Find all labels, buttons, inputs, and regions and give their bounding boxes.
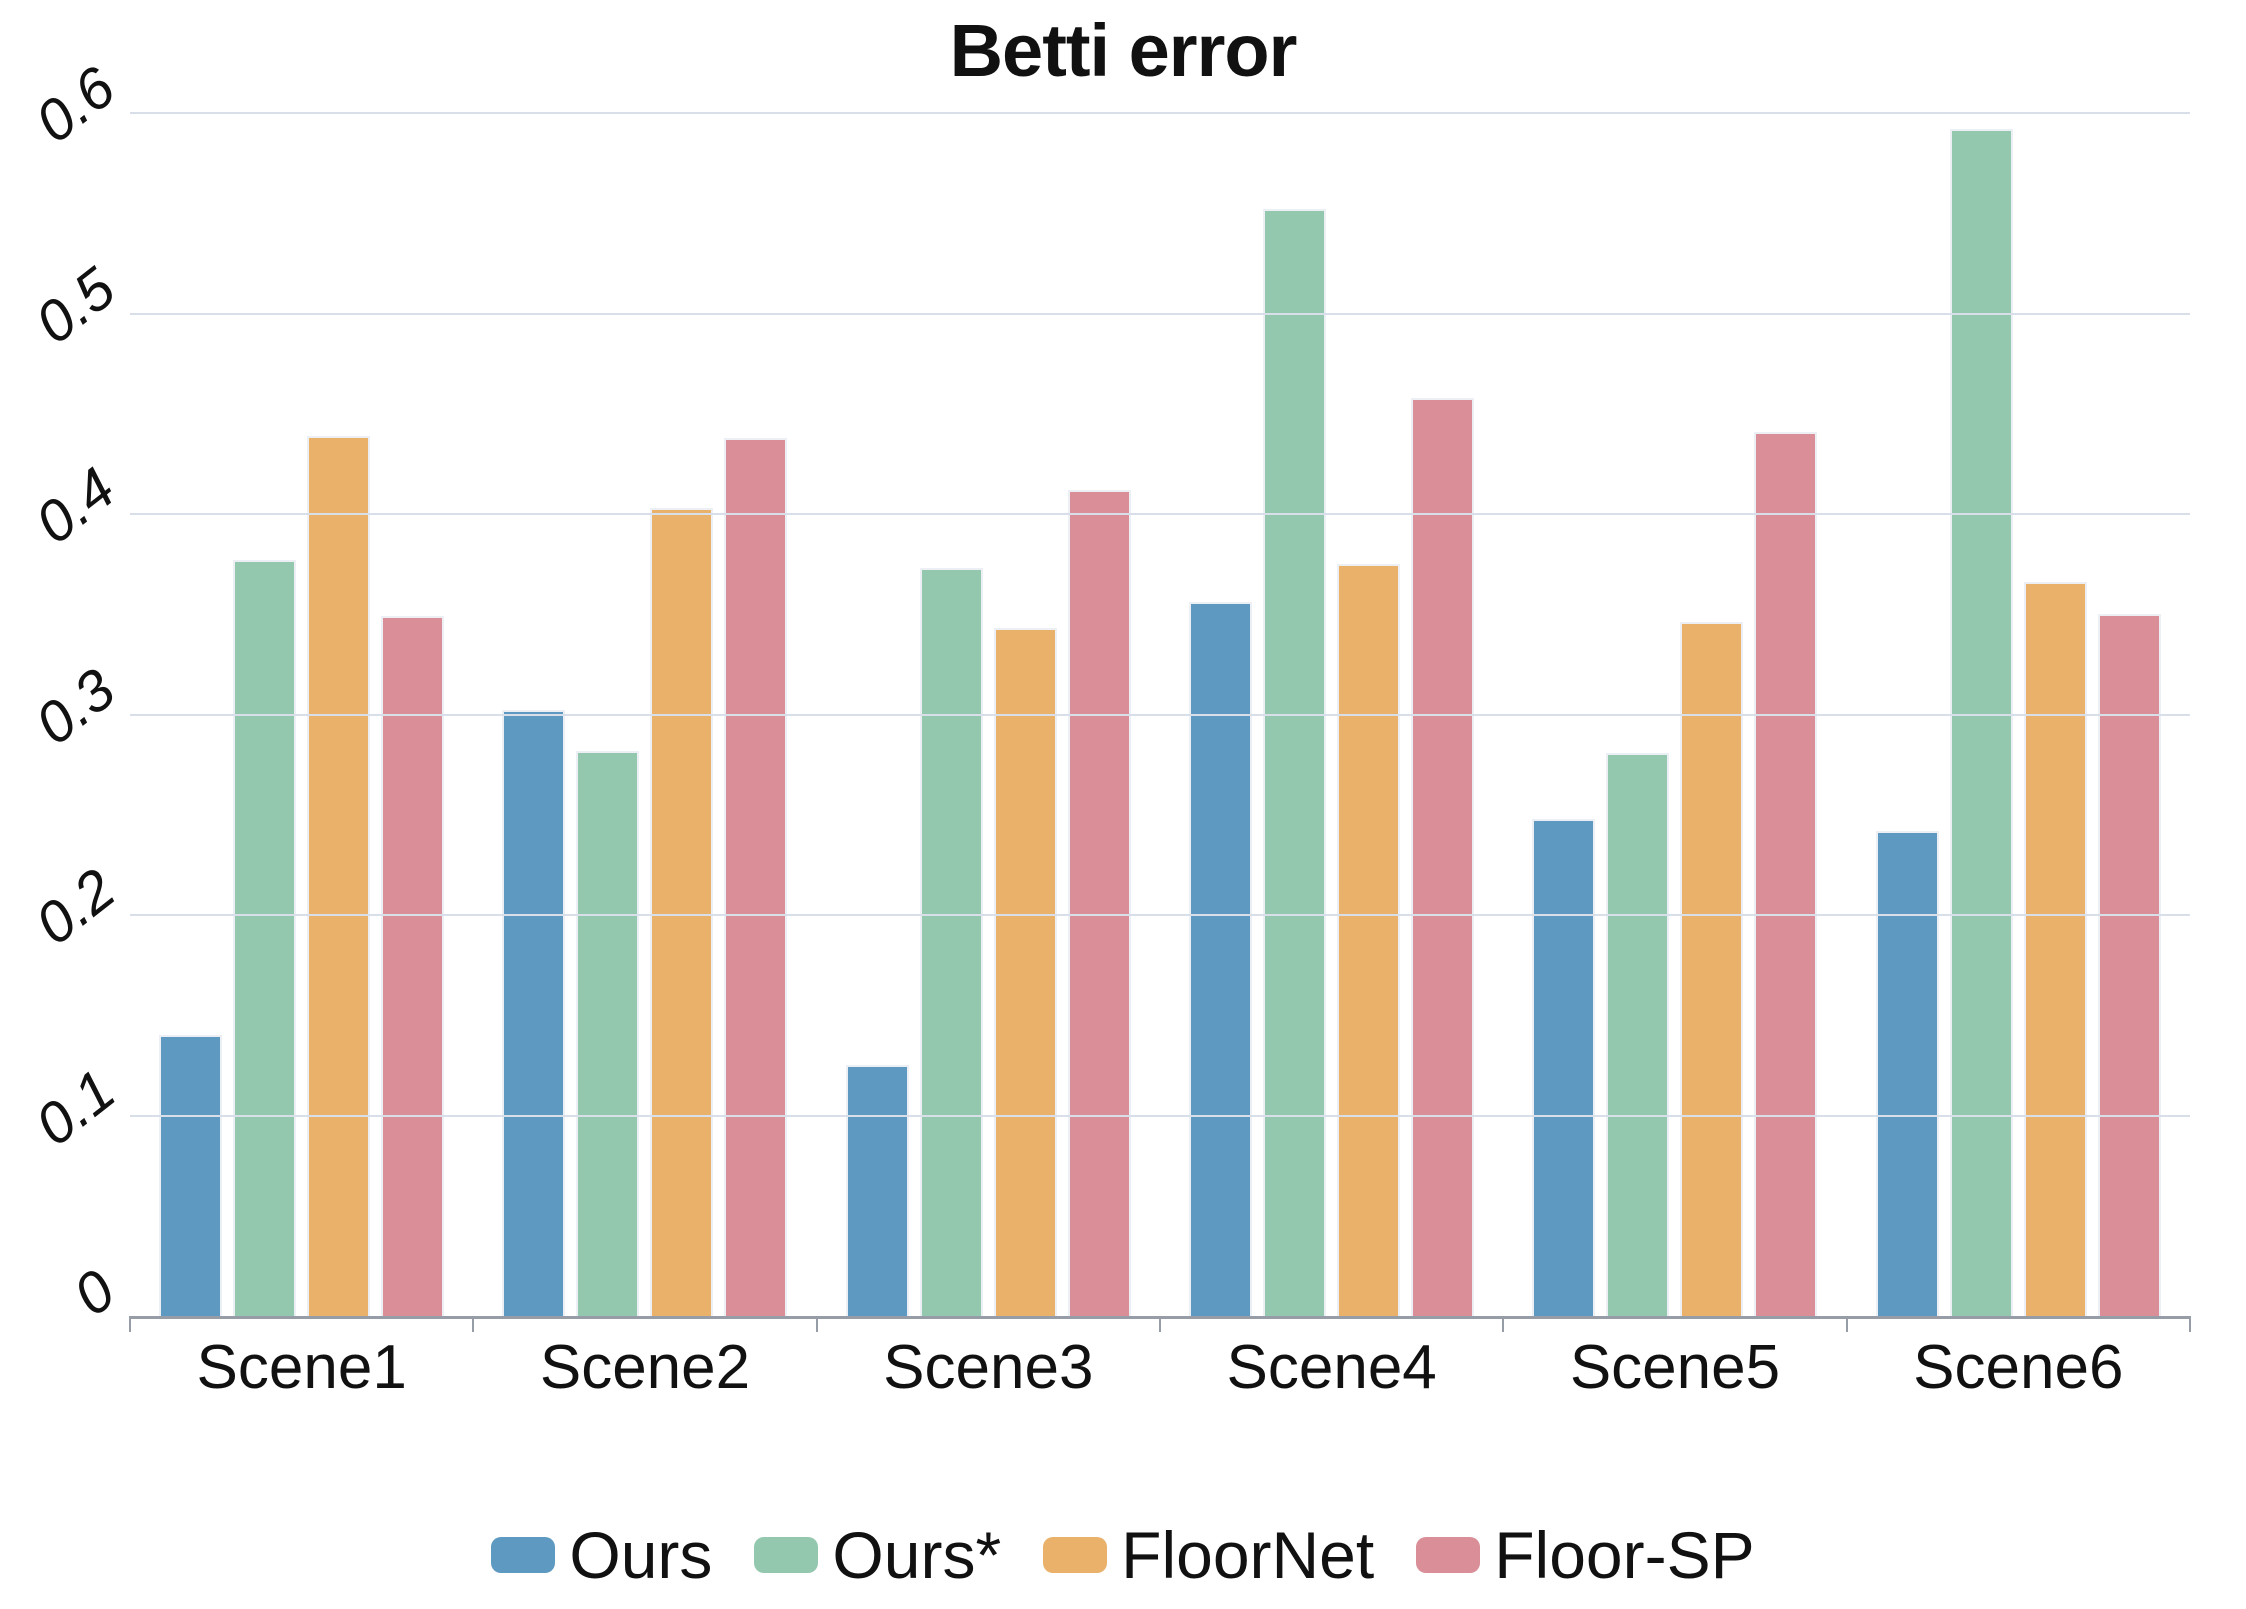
group-scene4 [1160,113,1503,1316]
axis-tick [1845,1316,1848,1332]
y-tick-label-0.2: 0.2 [23,856,128,958]
bar-ours-scene4 [1263,209,1327,1316]
legend-label-floornet: FloorNet [1121,1518,1375,1592]
gridline-0.2 [130,914,2190,916]
bar-ours-scene4 [1189,602,1253,1316]
bar-floornet-scene2 [650,508,714,1316]
x-label-scene2: Scene2 [539,1333,751,1402]
chart-title: Betti error [949,9,1298,92]
y-tick-label-0.5: 0.5 [23,254,128,356]
legend-swatch-floor-sp [1416,1537,1481,1573]
bar-ours-scene3 [919,568,983,1316]
bar-floor-sp-scene5 [1754,432,1818,1316]
legend-swatch-ours [754,1537,819,1573]
x-label-scene5: Scene5 [1569,1333,1781,1402]
gridline-0.5 [130,312,2190,315]
legend: Ours Ours* FloorNet Floor-SP [0,1505,2246,1605]
x-label-scene4: Scene4 [1226,1333,1437,1402]
legend-item-ours: Ours* [754,1517,1001,1593]
x-label-scene1: Scene1 [196,1333,407,1402]
bar-floor-sp-scene2 [724,438,788,1316]
group-scene5 [1503,113,1846,1316]
bar-ours-scene5 [1532,819,1596,1316]
bar-ours-scene6 [1949,129,2013,1316]
gridline-0.4 [130,513,2190,515]
gridline-0.1 [130,1114,2190,1117]
bar-floornet-scene3 [993,628,1057,1316]
bar-floor-sp-scene6 [2097,614,2161,1316]
bar-ours-scene3 [845,1065,909,1316]
legend-label-ours: Ours [569,1518,713,1592]
group-scene2 [473,113,816,1316]
bar-groups [130,113,2190,1316]
plot-area [130,112,2190,1319]
axis-tick [2189,1316,2191,1332]
axis-tick [1159,1316,1161,1332]
bar-ours-scene1 [233,560,297,1316]
axis-tick [472,1316,475,1332]
bar-floor-sp-scene3 [1067,490,1131,1316]
y-tick-label-0: 0 [61,1257,128,1329]
legend-swatch-floornet [1043,1537,1108,1573]
gridline-0.3 [130,713,2190,716]
group-scene6 [1847,113,2190,1316]
x-label-scene3: Scene3 [883,1333,1094,1402]
bar-ours-scene1 [159,1035,223,1316]
bar-floor-sp-scene4 [1411,398,1475,1316]
bar-floornet-scene6 [2023,582,2087,1316]
bar-ours-scene5 [1606,753,1670,1316]
legend-label-floor-sp: Floor-SP [1494,1518,1755,1592]
legend-item-floor-sp: Floor-SP [1416,1517,1755,1593]
bar-ours-scene2 [502,710,566,1316]
y-tick-label-0.4: 0.4 [23,455,128,557]
axis-tick [1502,1316,1505,1332]
legend-label-ours: Ours* [832,1518,1002,1592]
bar-floornet-scene4 [1337,564,1401,1316]
group-scene1 [130,113,473,1316]
bar-floornet-scene5 [1680,622,1744,1316]
legend-item-floornet: FloorNet [1043,1517,1374,1593]
legend-item-ours: Ours [491,1517,712,1593]
y-tick-label-0.3: 0.3 [23,655,128,757]
legend-swatch-ours [491,1537,556,1573]
x-axis-labels: Scene1 Scene2 Scene3 Scene4 Scene5 Scene6 [130,1332,2190,1404]
y-tick-label-0.1: 0.1 [23,1056,128,1158]
axis-tick [815,1316,818,1332]
group-scene3 [817,113,1160,1316]
bar-ours-scene2 [576,751,640,1316]
gridline-0.6 [130,112,2190,114]
bar-floor-sp-scene1 [381,616,445,1316]
bar-ours-scene6 [1875,831,1939,1316]
bar-floornet-scene1 [307,436,371,1316]
x-label-scene6: Scene6 [1913,1333,2124,1402]
axis-tick [129,1316,131,1332]
